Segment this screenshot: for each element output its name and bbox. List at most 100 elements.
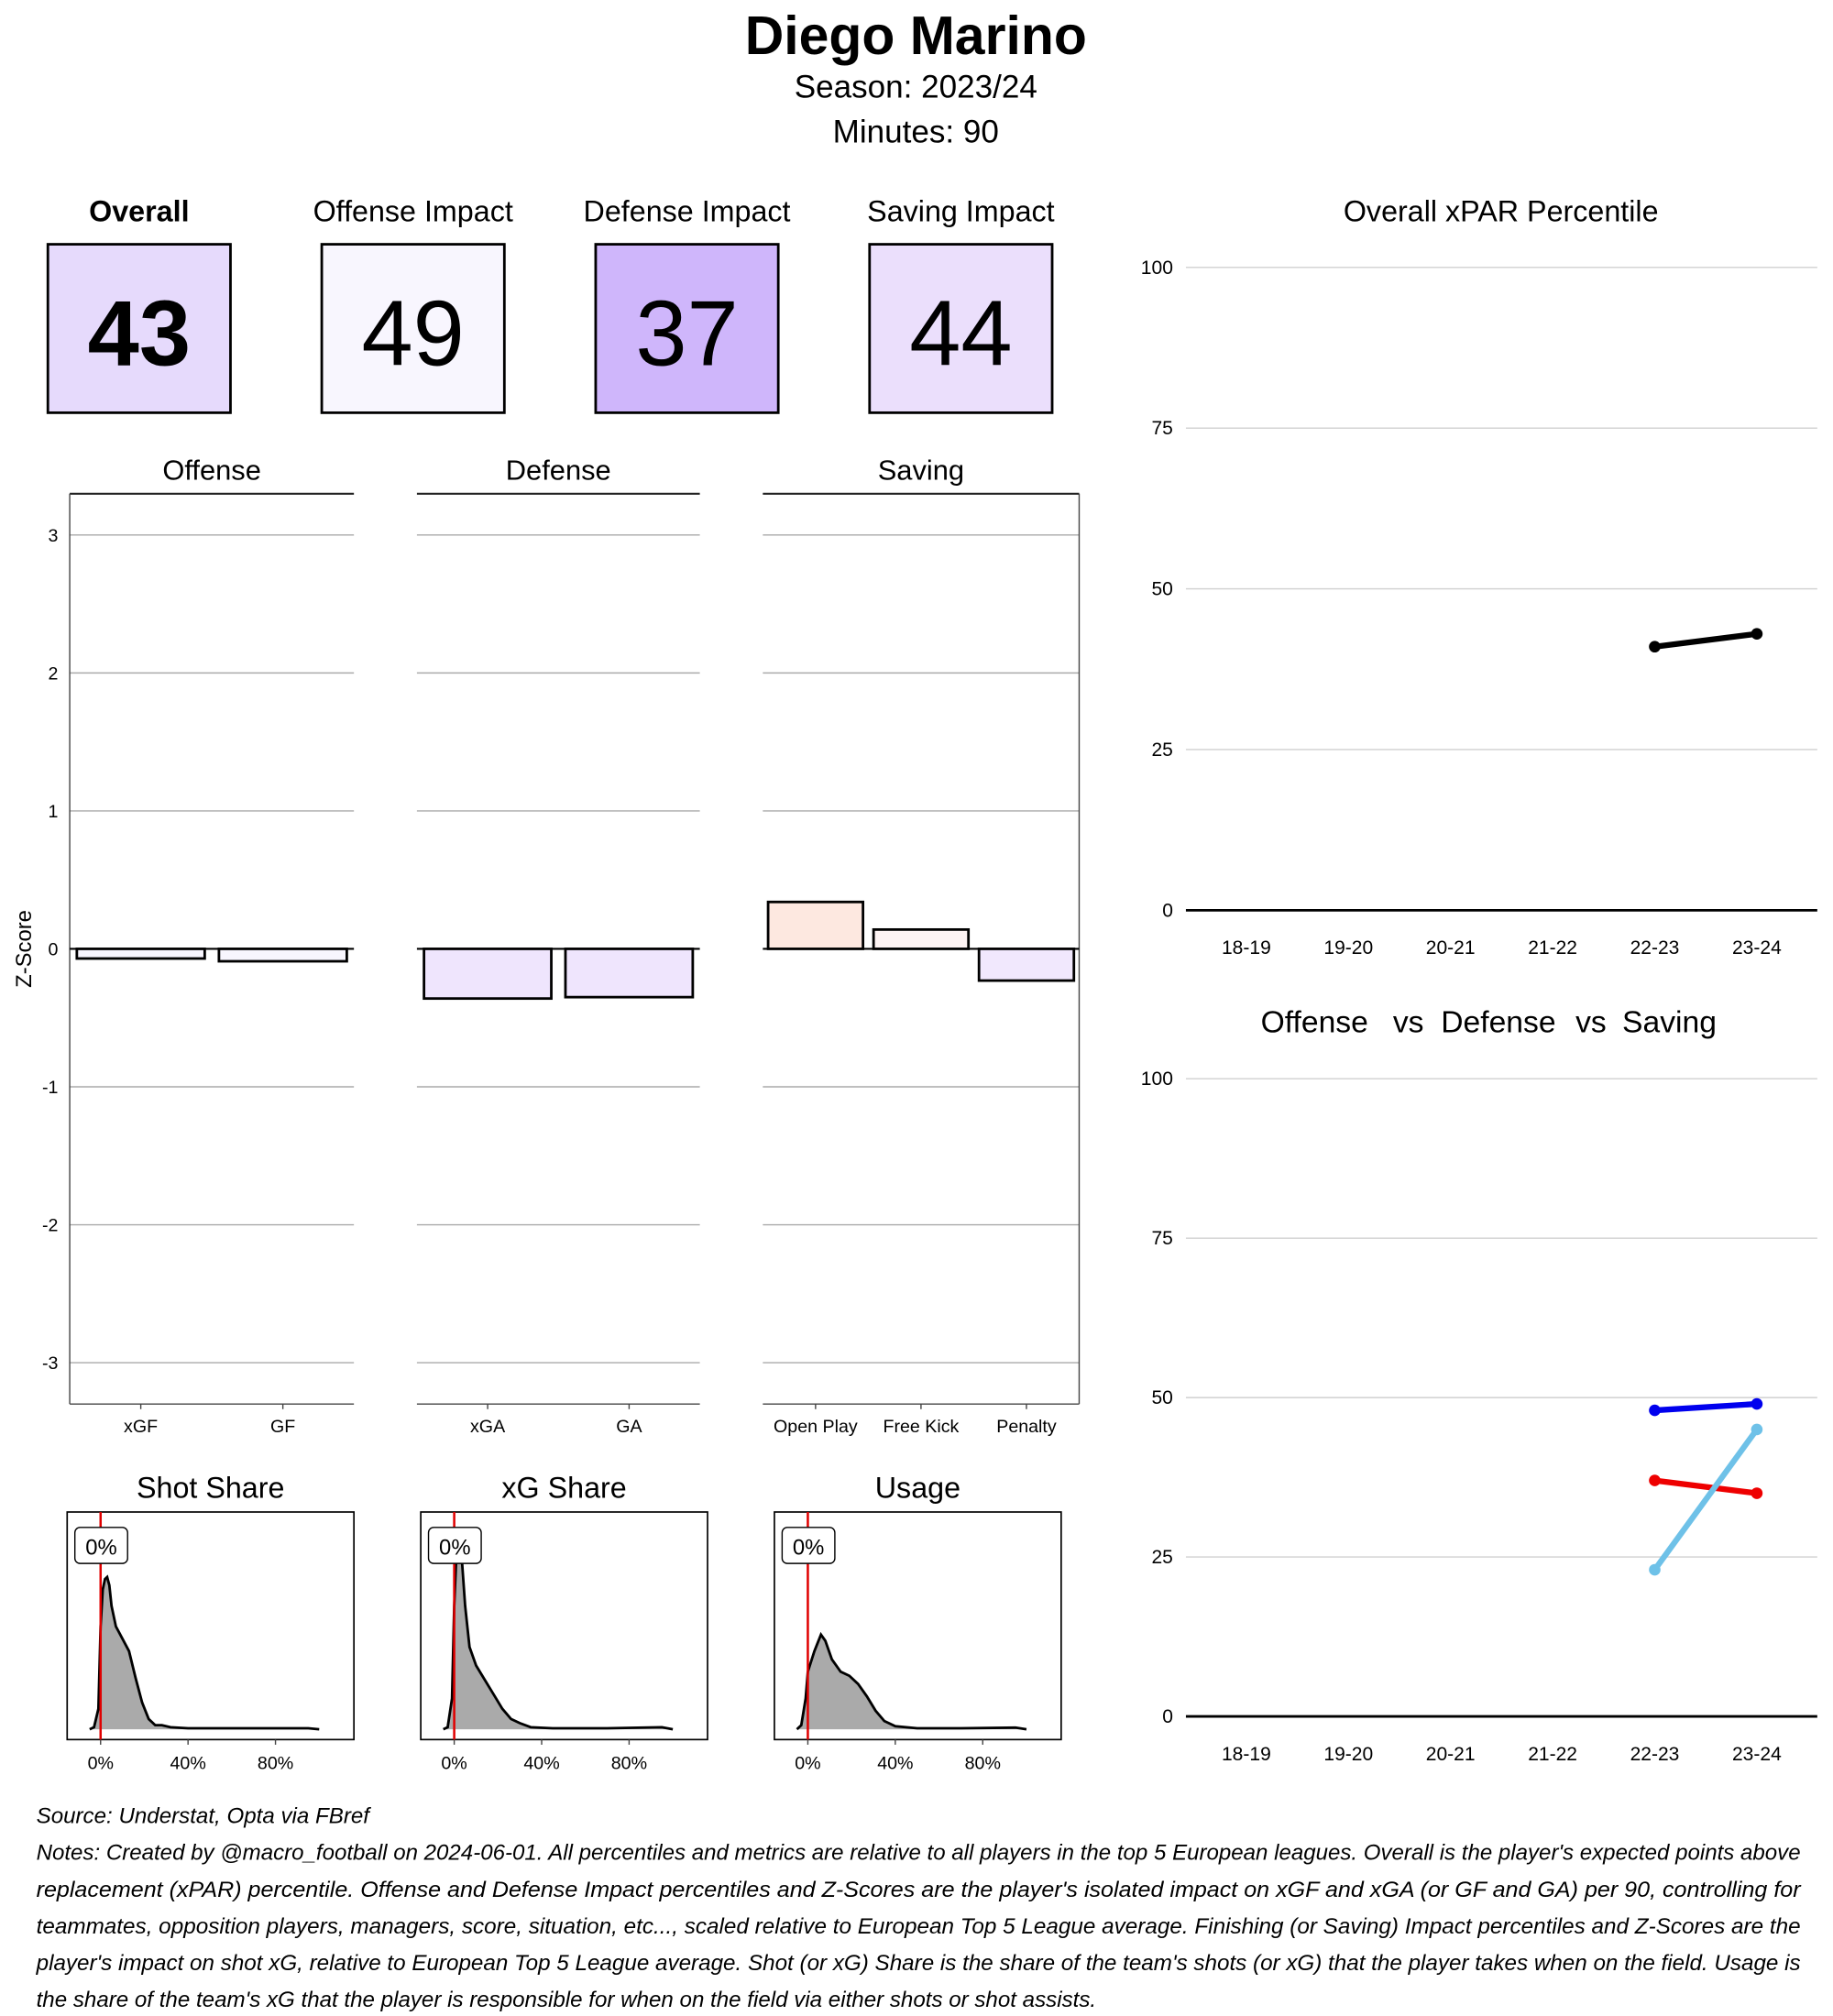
facet-saving: Saving Open Play Free Kick Penalty — [763, 454, 1081, 1437]
series-defense-line — [1654, 1477, 1758, 1496]
impact-box — [46, 243, 232, 414]
season-label: Season: 2023/24 — [795, 70, 1037, 105]
y-tick-label: 1 — [49, 802, 59, 822]
impact-label: Offense Impact — [313, 194, 513, 227]
series-saving-point — [1649, 1563, 1661, 1576]
density-area — [796, 1634, 1026, 1730]
x-tick-label: GF — [270, 1417, 295, 1437]
legend-title-vs: vs — [1575, 1006, 1607, 1040]
x-tick-label: 80% — [258, 1754, 293, 1774]
chart-title: Overall xPAR Percentile — [1344, 194, 1659, 227]
notes-line: teammates, opposition players, managers,… — [37, 1914, 1801, 1939]
x-tick-label: 22-23 — [1630, 937, 1680, 959]
y-tick-label: -1 — [42, 1078, 58, 1098]
x-tick-label: 23-24 — [1732, 1744, 1782, 1765]
notes-line: player's impact on shot xG, relative to … — [36, 1951, 1801, 1976]
impact-label: Defense Impact — [584, 194, 791, 227]
x-tick-label: Penalty — [996, 1417, 1057, 1437]
x-tick-label: 0% — [88, 1754, 114, 1774]
bar-xgf — [75, 948, 206, 960]
x-tick-label: xGF — [124, 1417, 158, 1437]
source-line: Source: Understat, Opta via FBref — [37, 1804, 372, 1829]
density-title: Usage — [875, 1472, 960, 1505]
player-value-label-box — [427, 1527, 482, 1564]
series-saving-line — [1652, 1428, 1760, 1572]
series-overall-point — [1649, 641, 1661, 653]
x-tick-label: 0% — [441, 1754, 466, 1774]
bar-penalty — [977, 948, 1076, 982]
x-tick-label: 80% — [965, 1754, 1001, 1774]
x-tick-label: 80% — [611, 1754, 647, 1774]
series-offense-line — [1654, 1400, 1758, 1414]
density-xg-share: xG Share 0% 0% 40% 80% — [420, 1472, 708, 1774]
y-tick-label: 0 — [49, 939, 59, 959]
series-offense-point — [1649, 1404, 1661, 1417]
player-value-label: 0% — [793, 1535, 824, 1560]
page-title: Diego Marino — [745, 6, 1087, 66]
y-tick-label: 3 — [49, 526, 59, 546]
notes-line: the share of the team's xG that the play… — [37, 1988, 1097, 2012]
x-tick-label: GA — [616, 1417, 642, 1437]
player-value-label: 0% — [85, 1535, 116, 1560]
y-tick-label: 50 — [1152, 579, 1173, 600]
y-tick-label: 0 — [1162, 900, 1173, 921]
x-tick-label: 40% — [170, 1754, 206, 1774]
impact-value: 49 — [362, 282, 465, 385]
x-tick-label: 20-21 — [1426, 937, 1476, 959]
impact-box — [594, 243, 780, 414]
y-tick-label: 25 — [1152, 1547, 1173, 1568]
bar-free-kick — [872, 927, 971, 950]
x-tick-label: 20-21 — [1426, 1744, 1476, 1765]
y-tick-label: 100 — [1141, 1068, 1173, 1090]
y-tick-label: -2 — [42, 1216, 58, 1236]
series-offense-point — [1751, 1397, 1763, 1410]
bar-xga — [423, 948, 553, 1001]
legend-title-vs: vs — [1393, 1006, 1424, 1040]
x-tick-label: 19-20 — [1323, 1744, 1373, 1765]
player-value-label-box — [781, 1527, 836, 1564]
impact-box — [868, 243, 1054, 414]
impact-box-overall: Overall 43 — [46, 194, 232, 414]
x-tick-label: 21-22 — [1528, 1744, 1577, 1765]
y-tick-label: 25 — [1152, 740, 1173, 761]
impact-label: Saving Impact — [867, 194, 1054, 227]
y-tick-label: 50 — [1152, 1387, 1173, 1408]
impact-value: 43 — [88, 282, 191, 385]
density-title: xG Share — [501, 1472, 626, 1505]
impact-box-offense-impact: Offense Impact 49 — [313, 194, 513, 414]
facet-title: Saving — [878, 454, 964, 486]
player-value-label-box — [73, 1527, 128, 1564]
y-tick-label: 0 — [1162, 1706, 1173, 1727]
x-tick-label: 21-22 — [1528, 937, 1577, 959]
series-saving-point — [1751, 1423, 1763, 1436]
bar-open-play — [766, 900, 865, 950]
zscore-bar-chart: Z-Score 3 2 1 0 -1 -2 -3 Offense xGF GF Defense xGA G… — [12, 454, 1081, 1437]
facet-title: Defense — [506, 454, 611, 486]
facet-defense: Defense xGA GA — [416, 454, 700, 1437]
impact-box — [320, 243, 506, 414]
series-defense-point — [1751, 1487, 1763, 1499]
density-usage: Usage 0% 0% 40% 80% — [774, 1472, 1062, 1774]
density-curve — [89, 1574, 320, 1731]
facet-offense: Offense xGF GF — [69, 454, 355, 1437]
bar-gf — [217, 948, 348, 963]
x-tick-label: 40% — [523, 1754, 559, 1774]
x-tick-label: 40% — [877, 1754, 913, 1774]
minutes-label: Minutes: 90 — [833, 115, 999, 150]
x-tick-label: 18-19 — [1222, 937, 1271, 959]
legend-title-saving: Saving — [1622, 1006, 1717, 1040]
x-tick-label: 19-20 — [1323, 937, 1373, 959]
x-tick-label: xGA — [470, 1417, 506, 1437]
x-tick-label: 23-24 — [1732, 937, 1782, 959]
x-tick-label: 0% — [795, 1754, 820, 1774]
impact-value: 44 — [909, 282, 1012, 385]
density-shot-share: Shot Share 0% 0% 40% 80% — [66, 1472, 356, 1774]
impact-box-defense-impact: Defense Impact 37 — [584, 194, 791, 414]
y-tick-label: 2 — [49, 663, 59, 684]
legend-title-offense: Offense — [1261, 1006, 1368, 1040]
legend-title-defense: Defense — [1441, 1006, 1555, 1040]
y-tick-label: 100 — [1141, 257, 1173, 279]
notes-line: Notes: Created by @macro_football on 202… — [37, 1841, 1801, 1866]
density-area — [89, 1576, 320, 1730]
